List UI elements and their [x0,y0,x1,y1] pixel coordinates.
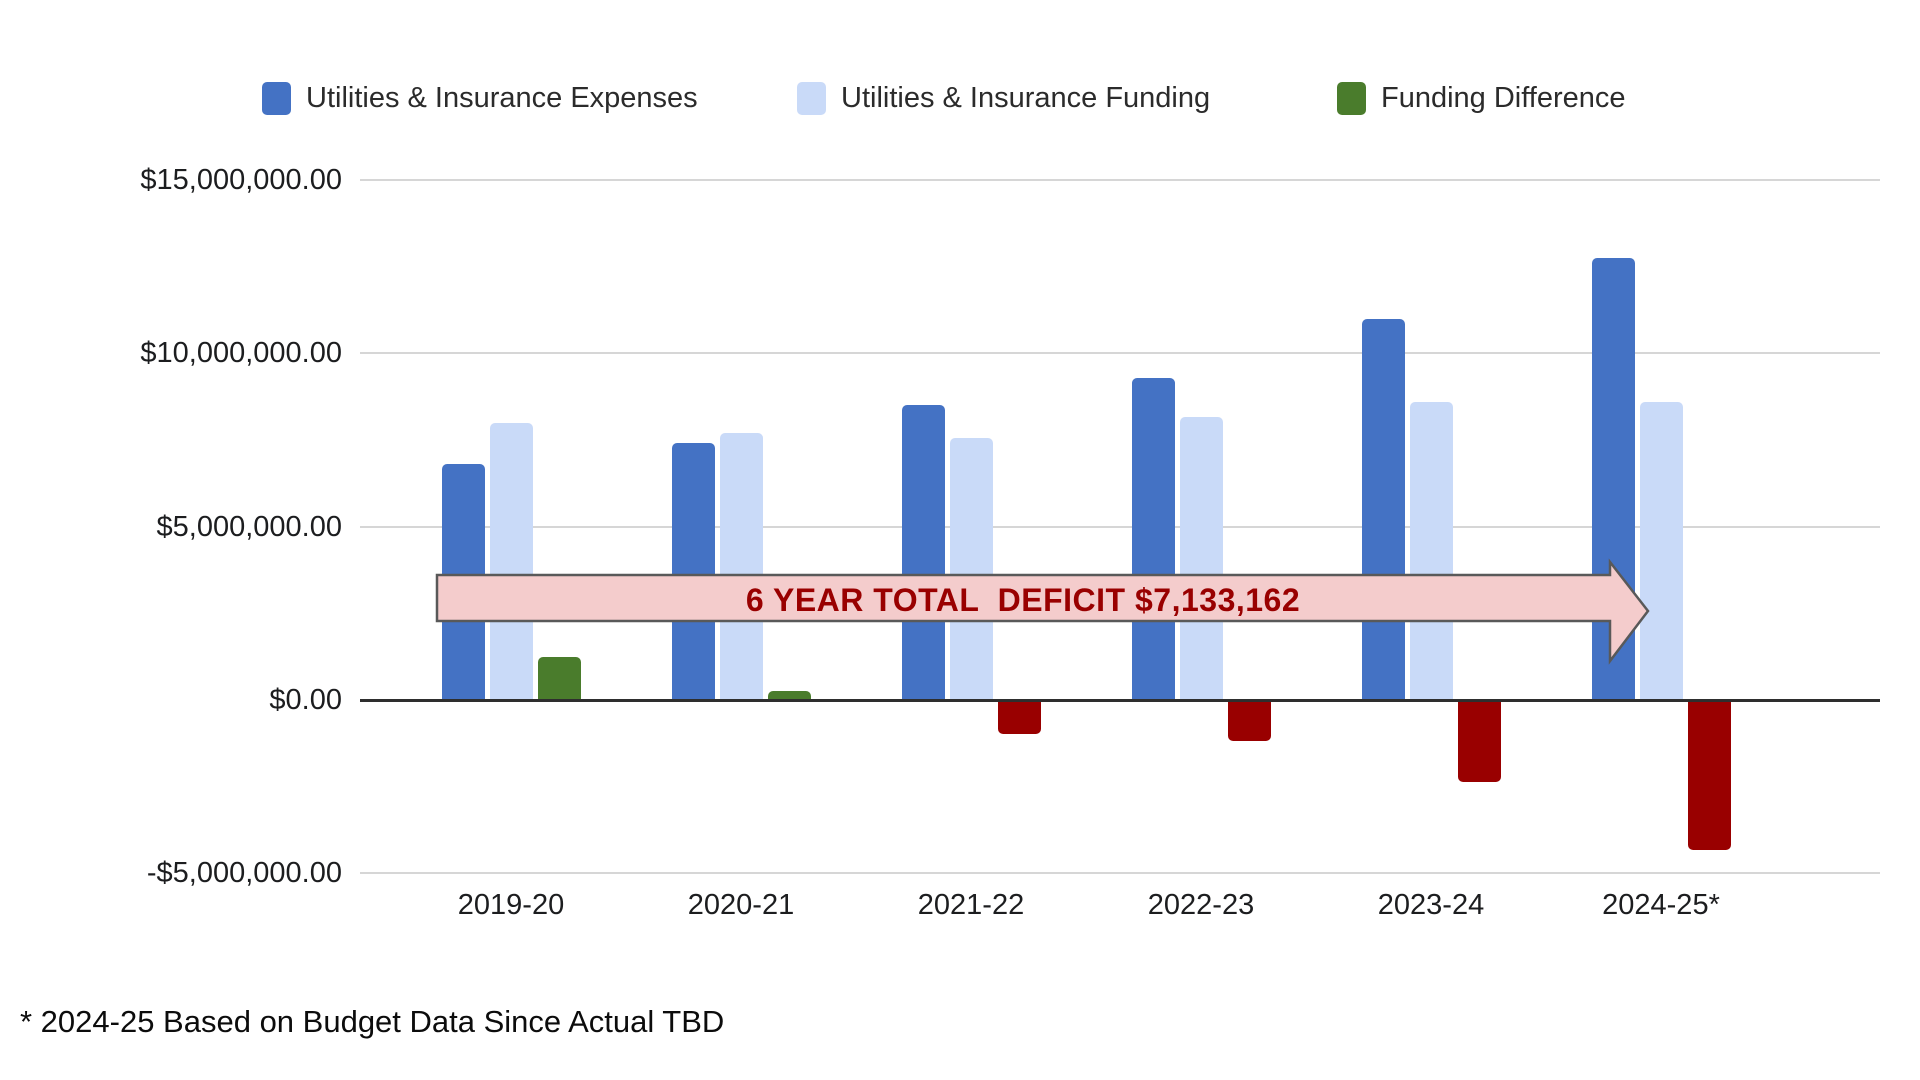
bar-difference-2023-24 [1458,701,1501,782]
legend-item-expenses: Utilities & Insurance Expenses [262,76,698,120]
footnote: * 2024-25 Based on Budget Data Since Act… [20,1004,725,1039]
funding-legend-swatch [797,81,826,115]
bar-difference-2022-23 [1228,701,1271,741]
bar-funding-2021-22 [950,438,993,700]
bar-difference-2021-22 [998,701,1041,734]
bar-expenses-2020-21 [672,443,715,700]
y-tick-label: -$5,000,000.00 [146,857,342,889]
bar-funding-2023-24 [1410,402,1453,700]
x-tick-label: 2019-20 [457,889,565,921]
deficit-arrow: 6 YEAR TOTAL DEFICIT $7,133,162 [435,558,1650,665]
difference-legend-label: Funding Difference [1381,81,1626,114]
x-tick-label: 2021-22 [917,889,1025,921]
gridline-$10,000,000.00 [360,352,1880,354]
deficit-arrow-text: 6 YEAR TOTAL DEFICIT $7,133,162 [746,582,1300,618]
bar-funding-2019-20 [490,423,533,700]
bar-funding-2020-21 [720,433,763,700]
deficit-arrow-shape [435,558,1650,665]
gridline-$5,000,000.00 [360,526,1880,528]
x-tick-label: 2023-24 [1377,889,1485,921]
y-tick-label: $5,000,000.00 [156,511,342,543]
x-tick-label: 2022-23 [1147,889,1255,921]
bar-expenses-2023-24 [1362,319,1405,700]
gridline-$15,000,000.00 [360,179,1880,181]
x-axis-line [360,699,1880,702]
difference-legend-swatch [1337,81,1366,115]
x-tick-label: 2020-21 [687,889,795,921]
bar-difference-2024-25* [1688,701,1731,850]
y-tick-label: $10,000,000.00 [140,337,342,369]
y-tick-label: $0.00 [269,684,342,716]
x-tick-label: 2024-25* [1602,889,1720,921]
bar-funding-2024-25* [1640,402,1683,700]
bar-expenses-2021-22 [902,405,945,700]
funding-legend-label: Utilities & Insurance Funding [841,81,1211,114]
legend-item-funding: Utilities & Insurance Funding [797,76,1210,120]
bar-funding-2022-23 [1180,417,1223,700]
legend-item-difference: Funding Difference [1337,76,1626,120]
y-tick-label: $15,000,000.00 [140,164,342,196]
gridline--$5,000,000.00 [360,872,1880,874]
bar-difference-2020-21 [768,691,811,700]
bar-difference-2019-20 [538,657,581,700]
expenses-legend-label: Utilities & Insurance Expenses [306,81,698,114]
bar-expenses-2022-23 [1132,378,1175,700]
expenses-legend-swatch [262,81,291,115]
